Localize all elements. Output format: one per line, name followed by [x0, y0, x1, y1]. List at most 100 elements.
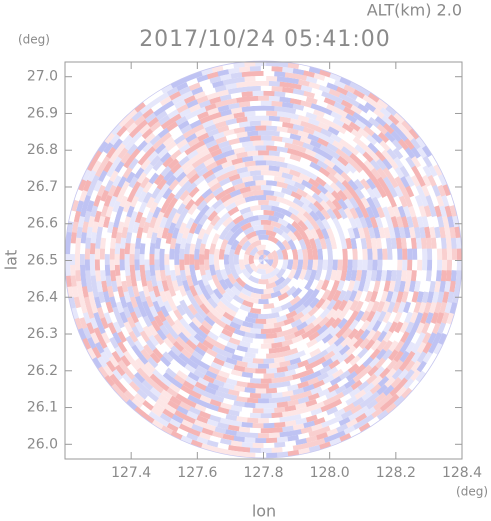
radar-cell [214, 426, 227, 435]
radar-cell [190, 423, 204, 433]
radar-cell [109, 210, 118, 223]
radar-cell [345, 418, 358, 429]
radar-cell [211, 446, 224, 454]
radar-cell [291, 259, 299, 271]
radar-cell [343, 217, 353, 230]
radar-cell [159, 259, 165, 271]
radar-cell [174, 99, 187, 110]
radar-cell [316, 372, 329, 382]
radar-cell [212, 322, 224, 333]
radar-cell [204, 223, 215, 235]
radar-cell [92, 149, 103, 162]
radar-cell [364, 101, 377, 113]
radar-cell [322, 248, 329, 260]
radar-cell [194, 128, 207, 138]
radar-cell [297, 396, 310, 405]
radar-cell [303, 70, 316, 78]
radar-cell [148, 290, 158, 303]
radar-cell [105, 231, 113, 244]
radar-cell [325, 165, 338, 177]
radar-cell [184, 398, 197, 409]
radar-cell [241, 299, 254, 308]
radar-cell [178, 142, 191, 154]
radar-cell [126, 301, 135, 314]
radar-cell [420, 194, 429, 208]
radar-cell [310, 185, 322, 196]
radar-cell [224, 429, 237, 437]
radar-cell [377, 375, 390, 388]
radar-cell [329, 437, 342, 447]
radar-cell [194, 269, 203, 281]
radar-cell [415, 237, 422, 250]
radar-cell [163, 170, 175, 182]
radar-cell [167, 108, 180, 120]
radar-cell [76, 306, 84, 319]
radar-cell [360, 300, 370, 313]
radar-cell [304, 228, 314, 241]
radar-cell [222, 433, 235, 441]
radar-cell [327, 335, 339, 346]
radar-cell [425, 312, 434, 325]
radar-cell [142, 285, 151, 298]
radar-cell [416, 332, 426, 345]
radar-cell [388, 158, 399, 170]
radar-cell [302, 142, 315, 151]
radar-cell [431, 259, 438, 271]
radar-cell [159, 412, 172, 423]
radar-cell [327, 248, 333, 260]
radar-cell [404, 147, 416, 160]
radar-cell [164, 242, 171, 255]
radar-cell [199, 394, 212, 404]
radar-cell [289, 98, 302, 106]
radar-cell [371, 196, 382, 209]
radar-cell [241, 406, 253, 413]
radar-cell [231, 177, 244, 187]
radar-cell [153, 314, 164, 327]
radar-cell [182, 212, 192, 225]
radar-cell [333, 101, 346, 111]
radar-cell [224, 220, 236, 232]
radar-cell [114, 142, 126, 155]
radar-cell [276, 451, 289, 458]
radar-cell [241, 421, 253, 428]
radar-cell [382, 158, 393, 171]
radar-cell [371, 300, 380, 313]
radar-cell [300, 84, 313, 93]
radar-cell [202, 339, 214, 350]
radar-cell [79, 189, 88, 202]
radar-cell [132, 221, 140, 234]
radar-cell [323, 182, 335, 194]
radar-cell [371, 320, 382, 333]
radar-cell [320, 106, 333, 116]
radar-cell [310, 423, 323, 432]
radar-cell [371, 132, 384, 144]
radar-cell [86, 199, 95, 212]
radar-cell [328, 88, 342, 98]
radar-cell [207, 297, 218, 309]
radar-cell [429, 280, 436, 293]
radar-cell [342, 402, 356, 413]
radar-cell [129, 147, 141, 160]
radar-cell [385, 402, 397, 414]
radar-cell [214, 120, 227, 129]
radar-cell [345, 269, 353, 282]
radar-cell [65, 242, 71, 255]
radar-cell [276, 401, 289, 408]
radar-cell [126, 108, 138, 120]
radar-cell [357, 259, 363, 271]
radar-cell [455, 270, 462, 282]
radar-cell [134, 101, 147, 113]
radar-cell [345, 113, 358, 124]
radar-cell [150, 406, 163, 418]
radar-cell [215, 283, 226, 296]
radar-cell [376, 330, 388, 343]
radar-cell [196, 307, 208, 320]
x-tick-label: 128.0 [310, 465, 350, 481]
radar-cell [287, 206, 300, 217]
radar-cell [382, 321, 393, 334]
radar-cell [285, 199, 298, 209]
radar-cell [104, 132, 116, 145]
radar-cell [298, 278, 309, 291]
radar-cell [263, 373, 275, 379]
